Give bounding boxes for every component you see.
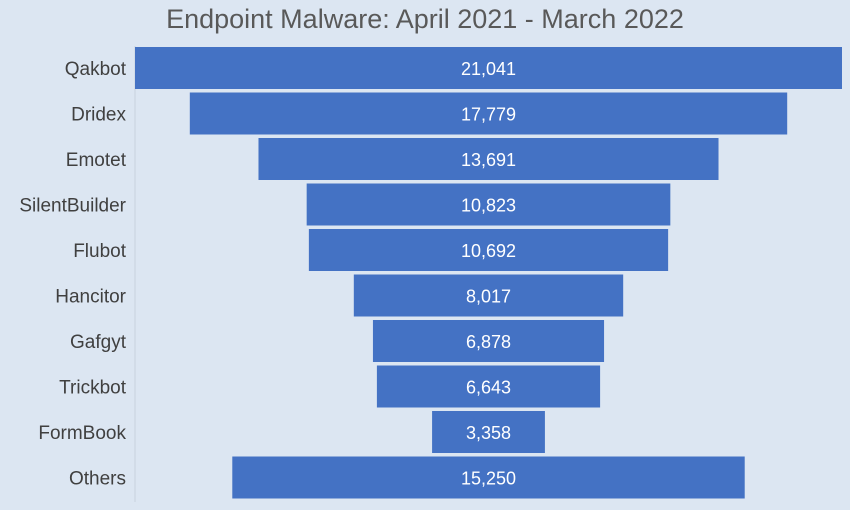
- category-label-flubot: Flubot: [73, 241, 127, 262]
- bar-formbook: [432, 411, 545, 453]
- category-label-dridex: Dridex: [71, 105, 126, 126]
- bar-gafgyt: [372, 320, 605, 362]
- category-label-gafgyt: Gafgyt: [70, 332, 127, 353]
- category-label-others: Others: [69, 469, 126, 490]
- value-label-dridex: 17,779: [461, 105, 516, 125]
- bar-flubot: [308, 229, 669, 271]
- value-label-emotet: 13,691: [461, 150, 516, 170]
- bar-emotet: [258, 138, 719, 180]
- value-label-flubot: 10,692: [461, 241, 516, 261]
- bar-hancitor: [353, 274, 624, 317]
- bar-trickbot: [376, 365, 601, 408]
- bar-qakbot: [135, 47, 842, 89]
- bar-silentbuilder: [306, 183, 671, 226]
- category-label-hancitor: Hancitor: [55, 287, 126, 308]
- category-label-silentbuilder: SilentBuilder: [19, 196, 126, 217]
- bar-dridex: [189, 92, 788, 135]
- value-label-qakbot: 21,041: [461, 59, 516, 79]
- category-label-emotet: Emotet: [66, 150, 127, 171]
- value-label-trickbot: 6,643: [466, 378, 511, 398]
- value-label-others: 15,250: [461, 469, 516, 489]
- category-label-qakbot: Qakbot: [65, 59, 127, 80]
- value-label-silentbuilder: 10,823: [461, 196, 516, 216]
- category-label-formbook: FormBook: [38, 423, 126, 444]
- value-label-gafgyt: 6,878: [466, 332, 511, 352]
- value-label-hancitor: 8,017: [466, 287, 511, 307]
- chart-title: Endpoint Malware: April 2021 - March 202…: [166, 4, 684, 34]
- bar-others: [232, 456, 745, 499]
- value-label-formbook: 3,358: [466, 423, 511, 443]
- category-label-trickbot: Trickbot: [59, 378, 127, 399]
